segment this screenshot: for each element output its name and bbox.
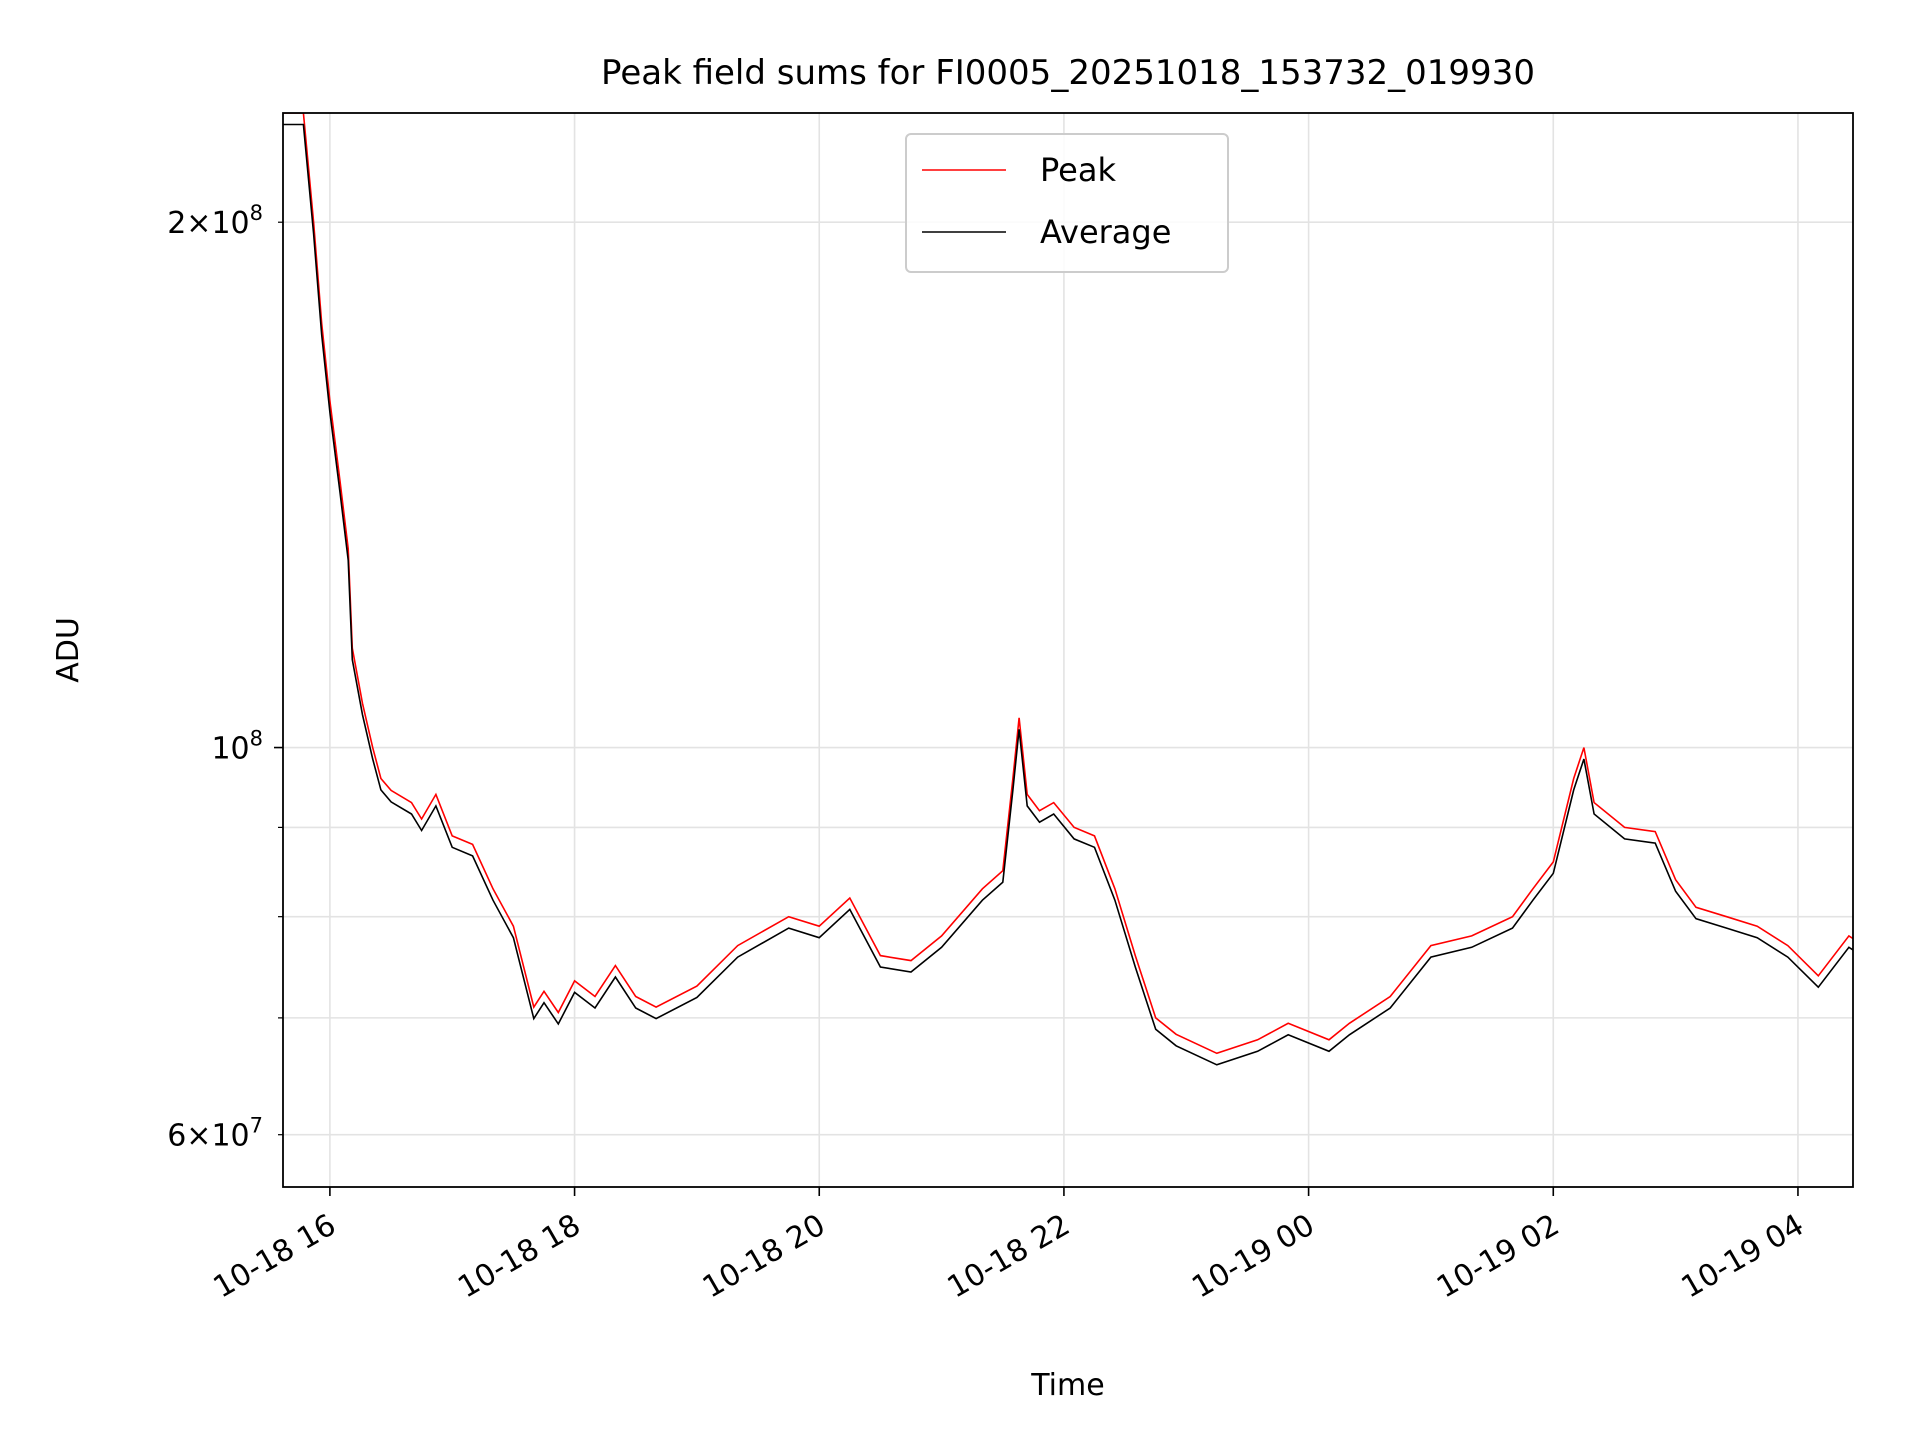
legend-label-peak: Peak bbox=[1040, 151, 1116, 189]
y-tick-label: 6×107 bbox=[167, 1114, 263, 1154]
x-axis-label: Time bbox=[1030, 1368, 1104, 1403]
y-tick-label: 108 bbox=[211, 727, 263, 767]
legend: Peak Average bbox=[905, 133, 1229, 273]
legend-label-average: Average bbox=[1040, 213, 1171, 251]
series-line-peak bbox=[283, 113, 1853, 1055]
grid bbox=[283, 113, 1853, 1187]
plot-frame bbox=[282, 112, 1854, 1188]
y-tick-label: 2×108 bbox=[167, 201, 263, 241]
series-lines bbox=[283, 113, 1853, 1066]
y-axis-label: ADU bbox=[51, 617, 86, 683]
legend-box bbox=[905, 133, 1229, 273]
chart-title: Peak field sums for FI0005_20251018_1537… bbox=[601, 53, 1535, 93]
series-line-average bbox=[283, 123, 1853, 1066]
